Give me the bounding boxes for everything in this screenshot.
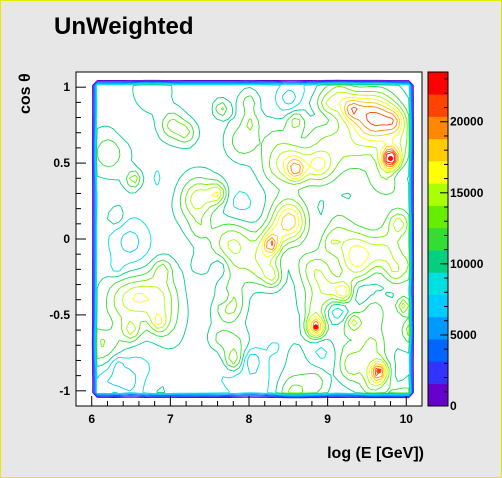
colorbar-segment	[428, 205, 448, 229]
colorbar-tick-label: 20000	[450, 115, 484, 129]
colorbar-segment	[428, 94, 448, 117]
contour-level	[95, 83, 411, 395]
contour-lines	[91, 79, 415, 399]
contour-level	[94, 83, 412, 396]
colorbar-segment	[428, 161, 448, 184]
x-tick-label: 10	[400, 412, 414, 426]
colorbar-segment	[428, 316, 448, 340]
colorbar-segment	[428, 383, 448, 407]
contour-level	[132, 97, 403, 384]
contour-level	[93, 81, 413, 397]
contour-level	[93, 81, 413, 398]
colorbar-tick-label: 10000	[450, 257, 484, 271]
contour-level	[96, 84, 410, 394]
chart-title: UnWeighted	[54, 13, 194, 40]
contour-level	[91, 79, 415, 399]
colorbar-segment	[428, 138, 448, 162]
contour-level	[121, 91, 406, 387]
colorbar-segment	[428, 250, 448, 273]
hotspot-peak	[388, 156, 394, 162]
y-tick-label: 0	[63, 232, 70, 246]
colorbar-segment	[428, 72, 448, 95]
contour-level	[385, 152, 395, 164]
contour-level	[263, 99, 401, 381]
colorbar-tick-label: 15000	[450, 186, 484, 200]
y-tick-label: 1	[63, 80, 70, 94]
y-tick-label: -1	[59, 384, 70, 398]
colorbar-segment	[428, 227, 448, 251]
colorbar-segment	[428, 183, 448, 206]
colorbar-segment	[428, 272, 448, 295]
contour-level	[92, 80, 414, 398]
hotspot-peak	[313, 324, 319, 330]
colorbar-segment	[428, 361, 448, 385]
hotspot-peak	[376, 368, 382, 374]
x-tick-label: 7	[167, 412, 174, 426]
colorbar-tick-label: 0	[450, 399, 457, 413]
x-tick-label: 9	[324, 412, 331, 426]
x-axis-label: log (E [GeV])	[327, 445, 424, 462]
colorbar-frame	[427, 71, 449, 407]
contour-level	[100, 86, 410, 394]
hotspot-layer	[313, 156, 394, 374]
x-tick-label: 6	[88, 412, 95, 426]
colorbar-segment	[428, 339, 448, 362]
contour-level	[266, 102, 398, 379]
y-tick-label: -0.5	[49, 308, 70, 322]
colorbar: 0 5000 10000 15000 20000	[427, 71, 484, 413]
colorbar-segment	[428, 294, 448, 318]
colorbar-tick-label: 5000	[450, 328, 477, 342]
axes: 6 7 8 9 10 1 0.5 0 -0.5 -1	[49, 80, 413, 426]
plot-frame	[75, 71, 423, 407]
y-tick-label: 0.5	[53, 156, 70, 170]
x-tick-label: 8	[246, 412, 253, 426]
contour-level	[94, 82, 412, 396]
y-axis-label: cos θ	[17, 73, 34, 114]
